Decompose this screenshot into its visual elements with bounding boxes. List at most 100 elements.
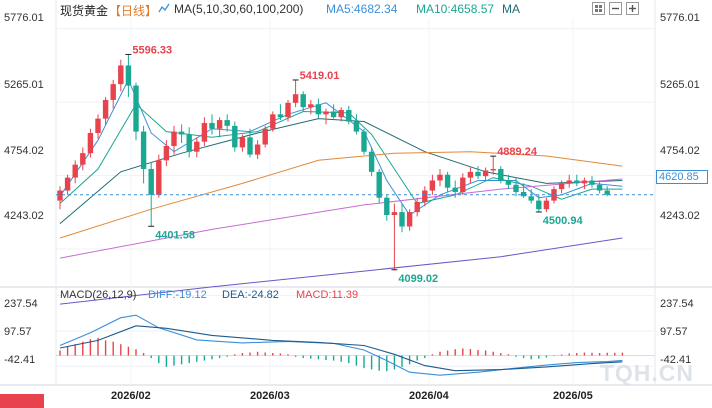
- candle-body: [513, 184, 519, 192]
- candle-body: [239, 137, 246, 148]
- candle-body: [475, 171, 481, 177]
- price-axis-right-label: 5265.01: [660, 79, 700, 91]
- candle-body: [277, 114, 284, 118]
- candle-body: [201, 122, 208, 142]
- candle-body: [118, 65, 124, 85]
- candle-body: [232, 125, 238, 148]
- candle-body: [308, 104, 314, 108]
- candle-body: [596, 184, 603, 191]
- candle-body: [285, 102, 291, 118]
- candle-body: [247, 137, 253, 155]
- candle-body: [186, 134, 192, 152]
- candle-body: [133, 85, 139, 132]
- candle-body: [102, 99, 109, 119]
- candle-body: [444, 174, 451, 188]
- footer-red-tab: [0, 394, 44, 408]
- candle-body: [384, 197, 390, 215]
- current-price-tag: 4620.85: [656, 170, 708, 184]
- watermark: TQH.CN: [599, 360, 694, 386]
- candle-body: [368, 151, 375, 172]
- macd-dea-value: DEA:-24.82: [222, 289, 279, 301]
- zoom-out-icon[interactable]: [609, 2, 622, 15]
- candle-body: [353, 121, 360, 132]
- macd-diff-value: DIFF:-19.12: [148, 289, 207, 301]
- candle-body: [406, 212, 413, 227]
- candle-body: [437, 174, 443, 181]
- candle-body: [224, 120, 230, 126]
- period-selector[interactable]: 【日线】: [109, 4, 158, 18]
- macd-axis-right-label: 237.54: [660, 298, 694, 310]
- candle-body: [414, 202, 420, 213]
- candle-body: [171, 131, 177, 146]
- grid-layout-icon[interactable]: [592, 2, 605, 15]
- chart-header: 现货黄金 【日线】 MA(5,10,30,60,100,200) MA5:468…: [0, 0, 712, 18]
- candle-body: [80, 153, 86, 165]
- candle-body: [482, 170, 489, 177]
- candle-body: [490, 168, 496, 171]
- ma100-line: [59, 178, 623, 259]
- extreme-price-label: 4889.24: [497, 146, 538, 158]
- ma5-value: MA5:4682.34: [326, 2, 398, 16]
- extreme-price-label: 4099.02: [398, 273, 438, 285]
- candle-body: [543, 200, 550, 210]
- candle-body: [292, 94, 299, 103]
- zoom-in-icon[interactable]: [626, 2, 639, 15]
- candle-body: [125, 65, 132, 86]
- candle-body: [209, 122, 215, 129]
- time-axis-label: 2026/04: [409, 390, 449, 402]
- macd-axis-left-label: 237.54: [4, 298, 38, 310]
- candle-body: [315, 104, 322, 115]
- candle-body: [338, 110, 344, 118]
- candle-body: [262, 128, 268, 145]
- candle-body: [574, 180, 580, 184]
- macd-settings-label[interactable]: MACD(26,12,9): [60, 289, 137, 301]
- extreme-price-label: 5596.33: [132, 44, 172, 56]
- candle-body: [194, 141, 200, 152]
- time-axis-label: 2026/02: [111, 390, 151, 402]
- candle-body: [361, 131, 367, 152]
- candle-body: [528, 196, 534, 201]
- ma10-value: MA10:4658.57: [416, 2, 495, 16]
- candle-body: [536, 200, 542, 210]
- candle-body: [376, 171, 382, 198]
- candle-body: [64, 177, 71, 191]
- candle-body: [254, 144, 261, 155]
- price-axis-left-label: 5776.01: [4, 12, 44, 24]
- candle-body: [110, 84, 116, 100]
- time-axis-label: 2026/03: [250, 390, 290, 402]
- ma-settings-label[interactable]: MA(5,10,30,60,100,200): [174, 2, 304, 16]
- ma-more-value: MA: [502, 2, 520, 16]
- candle-body: [558, 183, 565, 190]
- line-chart-icon: [158, 3, 170, 13]
- candle-body: [148, 168, 154, 195]
- candle-body: [156, 160, 162, 195]
- macd-dea-line: [59, 325, 623, 372]
- macd-axis-left-label: 97.57: [4, 326, 32, 338]
- price-axis-left-label: 4754.02: [4, 145, 44, 157]
- candle-body: [270, 114, 276, 129]
- ma10-line: [59, 103, 623, 205]
- price-axis-left-label: 4243.02: [4, 210, 44, 222]
- candle-body: [178, 131, 185, 135]
- price-axis-right-label: 4754.02: [660, 145, 700, 157]
- extreme-price-label: 4401.58: [155, 229, 195, 241]
- candle-body: [399, 212, 405, 227]
- price-axis-left-label: 5265.01: [4, 79, 44, 91]
- candle-body: [520, 191, 527, 197]
- candle-body: [505, 180, 512, 185]
- candle-body: [330, 111, 337, 118]
- macd-value: MACD:11.39: [296, 289, 359, 301]
- candle-body: [467, 171, 474, 178]
- price-axis-right-label: 4243.02: [660, 210, 700, 222]
- candle-body: [460, 177, 466, 192]
- macd-axis-left-label: -42.41: [4, 354, 36, 366]
- ma200-line: [59, 237, 623, 305]
- macd-axis-right-label: -42.41: [660, 354, 692, 366]
- candle-body: [498, 168, 504, 181]
- candle-body: [300, 94, 306, 108]
- candle-body: [323, 111, 329, 115]
- candle-body: [589, 180, 595, 185]
- chart-type-icon[interactable]: [158, 2, 170, 17]
- macd-diff-line: [59, 314, 623, 376]
